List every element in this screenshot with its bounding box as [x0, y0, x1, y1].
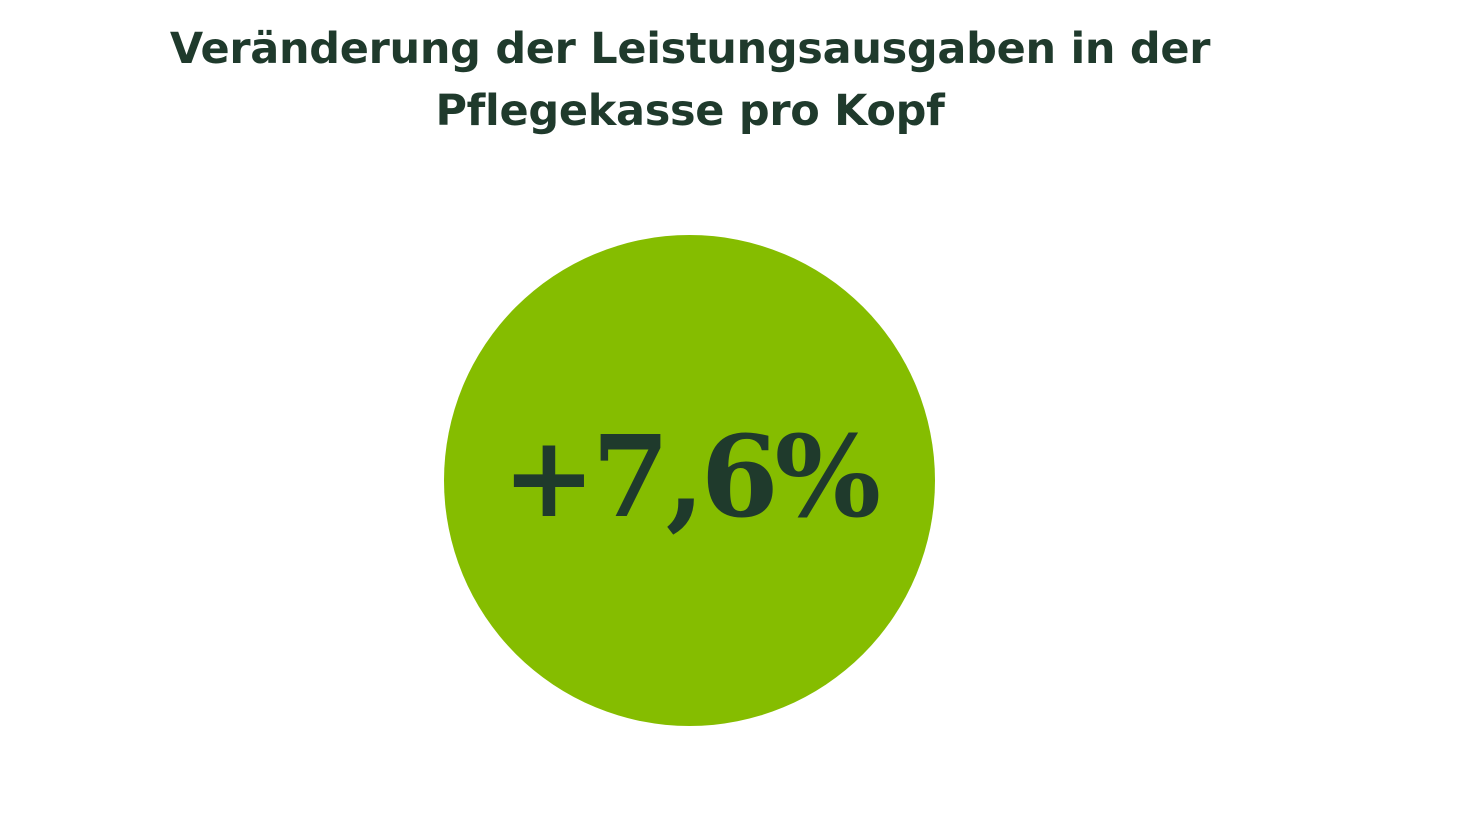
stat-circle: +7,6%	[444, 235, 935, 726]
title-line-2: Pflegekasse pro Kopf	[435, 86, 945, 136]
page-title: Veränderung der Leistungsausgaben in der…	[130, 18, 1250, 142]
stat-value: +7,6%	[501, 412, 881, 543]
title-line-1: Veränderung der Leistungsausgaben in der	[169, 24, 1211, 74]
